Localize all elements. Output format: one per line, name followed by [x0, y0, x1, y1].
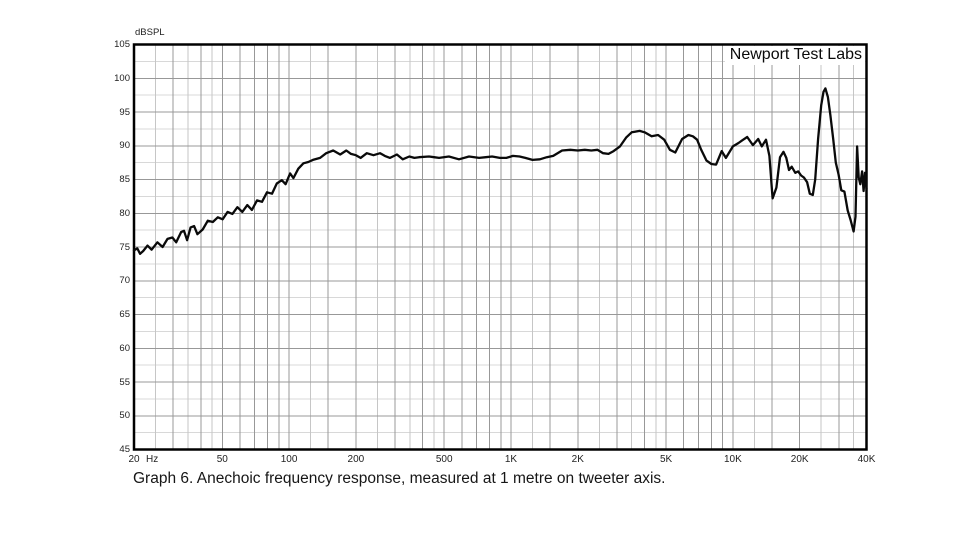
x-tick-label: 50 — [216, 454, 228, 465]
response-curve — [132, 87, 868, 255]
x-axis-unit-label: Hz — [146, 454, 159, 465]
x-tick-label: 2K — [571, 454, 584, 465]
x-tick-label: 200 — [347, 454, 365, 465]
x-tick-label: 40K — [857, 454, 876, 465]
y-tick-label: 90 — [119, 140, 130, 152]
y-tick-label: 100 — [114, 72, 130, 84]
y-tick-label: 45 — [119, 444, 130, 455]
lab-watermark: Newport Test Labs — [724, 46, 865, 65]
x-tick-label: 10K — [723, 454, 742, 465]
x-tick-label: 5K — [659, 454, 673, 465]
y-tick-label: 50 — [119, 410, 130, 422]
plot-border — [132, 43, 868, 451]
y-tick-label: 80 — [119, 207, 130, 219]
y-tick-label: 55 — [119, 376, 130, 388]
x-tick-label: 1K — [504, 454, 518, 465]
y-tick-label: 75 — [119, 241, 130, 253]
y-tick-label: 70 — [119, 275, 130, 287]
y-axis-unit-label: dBSPL — [135, 27, 165, 38]
x-tick-label: 100 — [280, 454, 298, 465]
graph-caption: Graph 6. Anechoic frequency response, me… — [133, 470, 666, 487]
x-tick-label: 20 — [128, 454, 140, 465]
y-tick-label: 65 — [119, 309, 130, 320]
x-tick-label: 500 — [435, 454, 453, 465]
y-tick-label: 95 — [119, 106, 130, 118]
x-tick-label: 20K — [790, 454, 809, 465]
y-tick-label: 105 — [114, 39, 130, 50]
y-tick-label: 60 — [119, 342, 130, 354]
y-tick-label: 85 — [119, 174, 130, 185]
